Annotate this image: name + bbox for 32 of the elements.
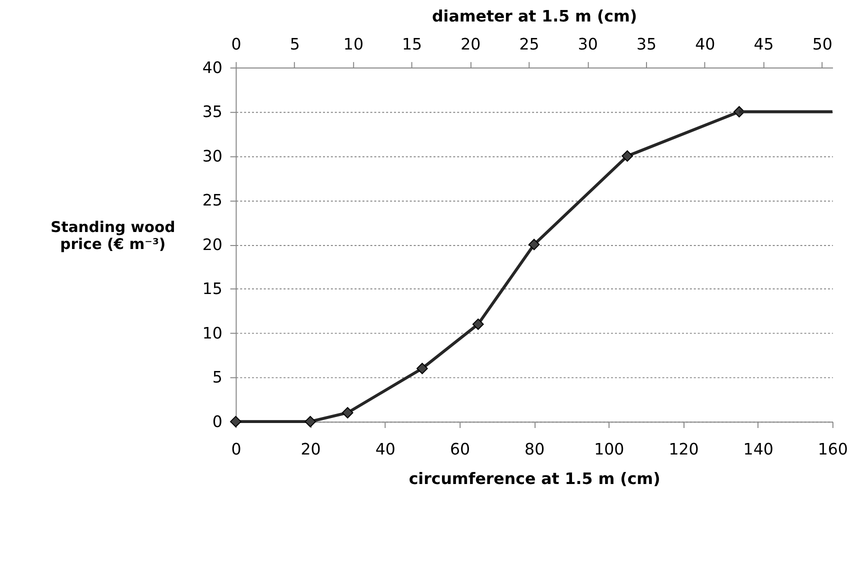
x2-tick-label: 10 (343, 34, 364, 54)
x2-tick-label: 50 (812, 34, 832, 54)
x-tick-label: 80 (524, 440, 545, 459)
x2-tick-label: 0 (231, 34, 242, 54)
x-tick-label: 20 (300, 440, 321, 459)
x2-tick-label: 20 (460, 34, 481, 54)
y-tick-label: 5 (212, 368, 222, 387)
y-tick-label: 10 (202, 323, 222, 342)
y-tick-label: 0 (212, 412, 222, 432)
y-axis-title: Standing wood price (€ m⁻³) (50, 219, 176, 253)
y-tick-label: 20 (202, 234, 222, 254)
x2-tick-label: 15 (402, 34, 422, 54)
x2-tick-label: 5 (290, 34, 300, 54)
x-tick-label: 100 (594, 440, 624, 459)
y-tick-label: 40 (202, 58, 222, 77)
y-tick-label: 30 (202, 146, 222, 166)
x-tick-label: 60 (450, 440, 470, 459)
x-tick-label: 140 (743, 440, 774, 459)
x2-tick-label: 30 (578, 34, 598, 54)
y-tick-label: 35 (202, 102, 222, 122)
x-tick-label: 160 (818, 440, 848, 459)
x-tick-label: 0 (231, 440, 242, 459)
x-tick-label: 120 (668, 440, 699, 459)
x2-tick-label: 25 (519, 34, 540, 54)
x-tick-label: 40 (375, 440, 396, 459)
y-tick-label: 15 (202, 279, 222, 298)
y-tick-label: 25 (202, 190, 222, 210)
x2-tick-label: 45 (754, 34, 774, 54)
x2-tick-label: 35 (636, 34, 657, 54)
x-axis-title: circumference at 1.5 m (cm) (408, 469, 660, 488)
x2-tick-label: 40 (695, 34, 716, 54)
x2-axis-title: diameter at 1.5 m (cm) (432, 6, 638, 26)
